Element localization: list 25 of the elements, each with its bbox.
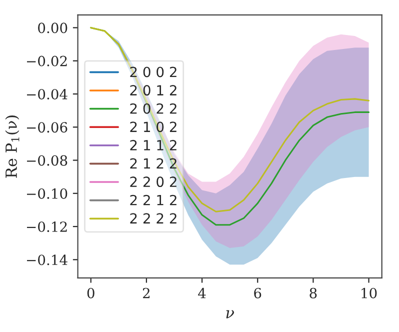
legend-label: 2 2 0 2: [130, 176, 176, 188]
y-tick-label: −0.12: [26, 221, 67, 232]
y-tick-label: 0.00: [38, 22, 68, 34]
legend-label: 2 1 0 2: [130, 122, 176, 132]
y-axis-title: Re P$_{1}$(ν): [5, 116, 20, 178]
y-tick-label: −0.14: [26, 254, 68, 266]
x-tick-label: 4: [198, 288, 206, 298]
y-tick-label: −0.02: [26, 56, 67, 66]
legend-label: 2 0 1 2: [130, 85, 176, 96]
y-tick-label: −0.08: [26, 155, 68, 166]
x-tick-label: 8: [310, 288, 317, 298]
x-tick-label: 0: [87, 288, 94, 298]
x-axis-title: ν: [226, 310, 234, 318]
y-tick-label: −0.04: [26, 88, 68, 100]
legend-label: 2 0 0 2: [130, 66, 176, 78]
legend-label: 2 0 2 2: [130, 103, 176, 114]
legend-label: 2 1 1 2: [130, 140, 176, 150]
x-tick-label: 10: [362, 288, 377, 298]
legend-label: 2 1 2 2: [130, 158, 176, 169]
x-tick-label: 2: [142, 288, 150, 298]
x-tick-label: 6: [254, 288, 262, 298]
legend-label: 2 2 2 2: [130, 213, 176, 224]
y-tick-label: −0.06: [26, 122, 68, 133]
legend-label: 2 2 1 2: [130, 194, 176, 206]
y-tick-label: −0.10: [26, 188, 68, 199]
